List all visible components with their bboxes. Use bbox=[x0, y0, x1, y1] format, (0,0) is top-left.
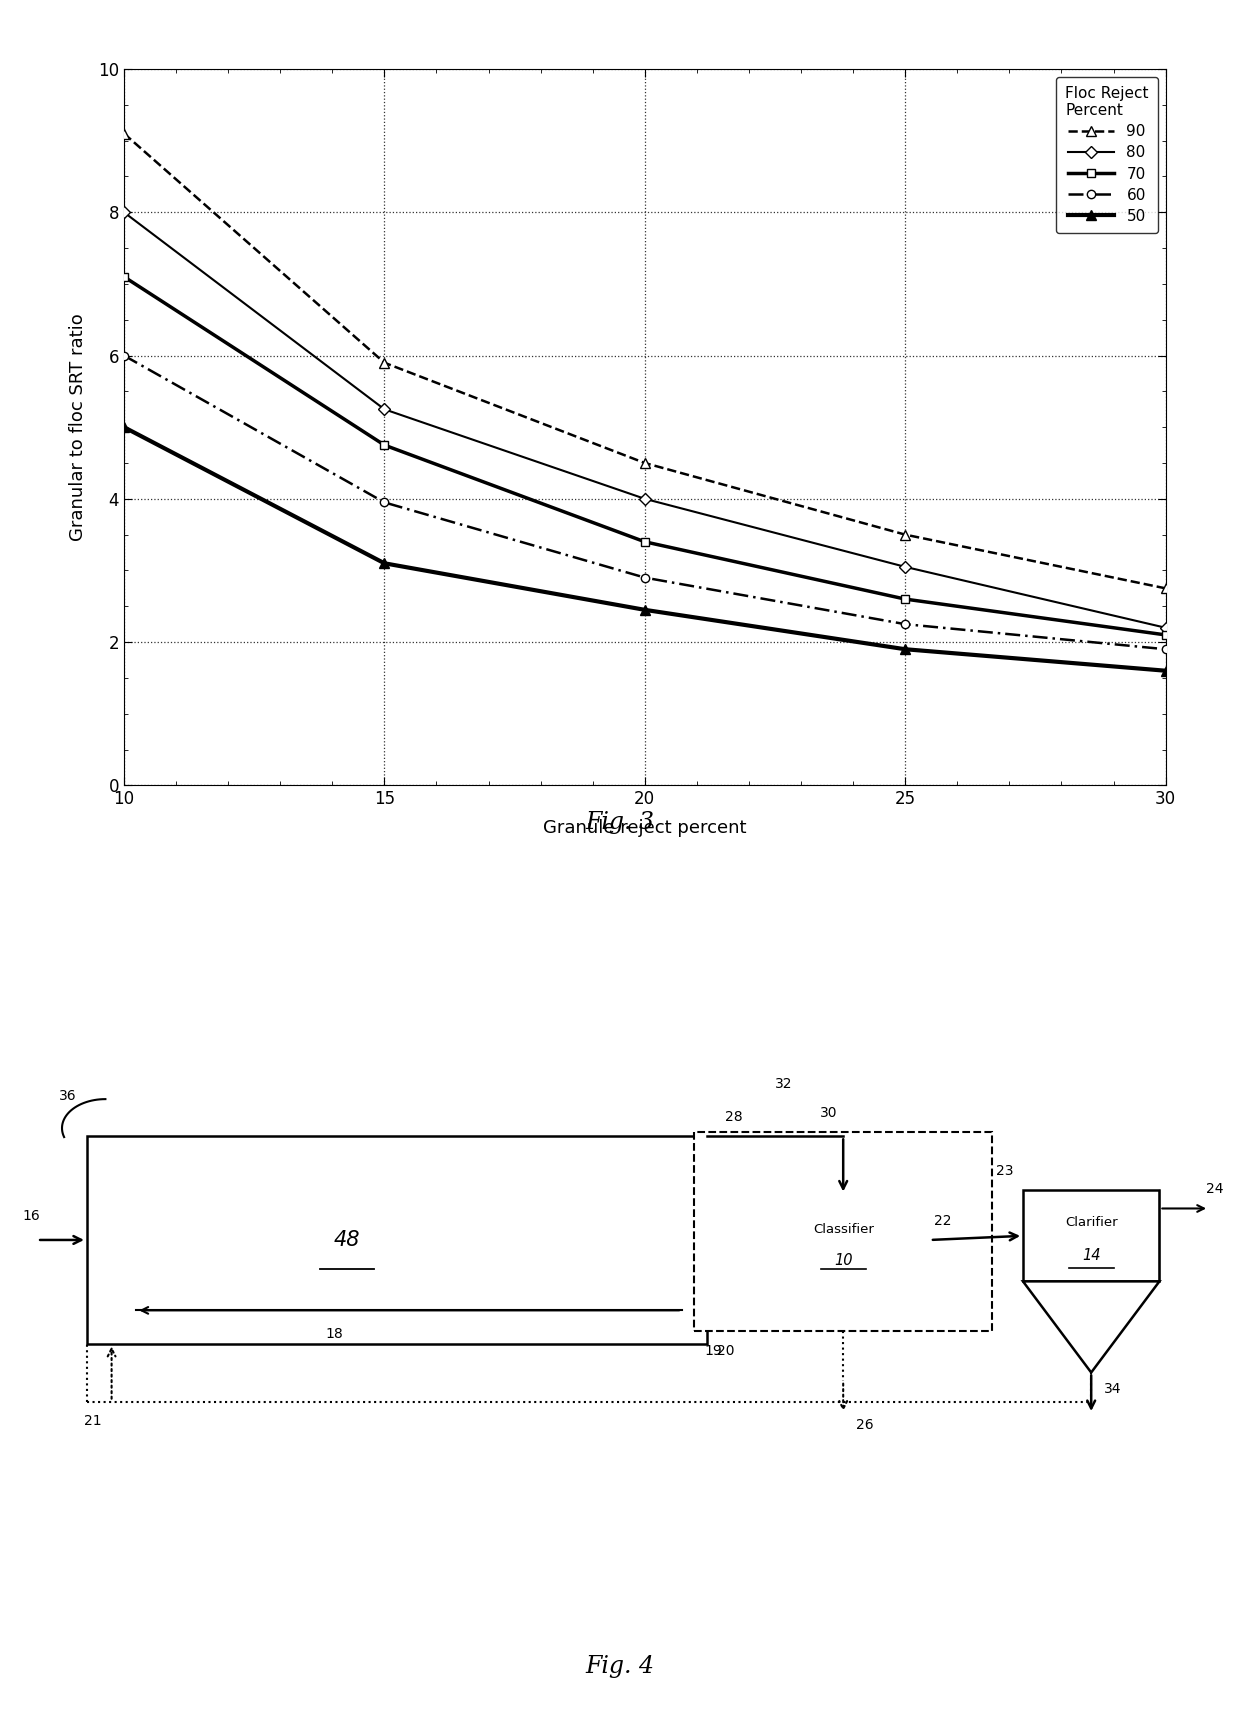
Text: Fig. 3: Fig. 3 bbox=[585, 811, 655, 834]
80 bbox=[637, 488, 652, 509]
Text: 26: 26 bbox=[856, 1419, 873, 1433]
70 bbox=[1158, 625, 1173, 646]
Line: 80: 80 bbox=[120, 209, 1169, 632]
Text: 30: 30 bbox=[820, 1106, 837, 1120]
70 bbox=[637, 532, 652, 552]
Text: 36: 36 bbox=[60, 1089, 77, 1103]
Bar bbox=[694, 1132, 992, 1331]
70 bbox=[377, 435, 392, 456]
Bar bbox=[87, 1136, 707, 1343]
Text: 20: 20 bbox=[717, 1343, 734, 1358]
80 bbox=[898, 556, 913, 576]
80 bbox=[377, 399, 392, 419]
Bar bbox=[756, 1194, 930, 1286]
Text: 14: 14 bbox=[1083, 1248, 1100, 1263]
Bar bbox=[1023, 1191, 1159, 1281]
Text: 22: 22 bbox=[934, 1213, 951, 1227]
70 bbox=[898, 589, 913, 609]
Line: 90: 90 bbox=[119, 129, 1171, 594]
Line: 70: 70 bbox=[120, 273, 1169, 639]
90 bbox=[377, 352, 392, 373]
90 bbox=[117, 123, 131, 143]
60 bbox=[117, 345, 131, 366]
Text: 18: 18 bbox=[326, 1327, 343, 1341]
50 bbox=[637, 599, 652, 620]
Line: 60: 60 bbox=[120, 352, 1169, 654]
60 bbox=[637, 568, 652, 589]
Text: Fig. 4: Fig. 4 bbox=[585, 1655, 655, 1678]
Text: Clarifier: Clarifier bbox=[1065, 1215, 1117, 1229]
50 bbox=[117, 416, 131, 437]
Text: 19: 19 bbox=[704, 1343, 722, 1358]
X-axis label: Granule reject percent: Granule reject percent bbox=[543, 820, 746, 837]
Line: 50: 50 bbox=[119, 423, 1171, 675]
50 bbox=[1158, 661, 1173, 682]
Polygon shape bbox=[1023, 1281, 1159, 1372]
Y-axis label: Granular to floc SRT ratio: Granular to floc SRT ratio bbox=[69, 314, 87, 540]
90 bbox=[1158, 578, 1173, 599]
60 bbox=[377, 492, 392, 513]
60 bbox=[898, 614, 913, 635]
Text: 28: 28 bbox=[725, 1110, 743, 1124]
Text: 21: 21 bbox=[84, 1414, 102, 1427]
80 bbox=[1158, 618, 1173, 639]
70 bbox=[117, 266, 131, 287]
90 bbox=[637, 452, 652, 473]
Text: 48: 48 bbox=[334, 1231, 361, 1250]
90 bbox=[898, 525, 913, 545]
Legend: 90, 80, 70, 60, 50: 90, 80, 70, 60, 50 bbox=[1056, 76, 1158, 233]
Text: 32: 32 bbox=[775, 1077, 792, 1091]
Text: 16: 16 bbox=[22, 1210, 40, 1224]
80 bbox=[117, 202, 131, 223]
Text: Classifier: Classifier bbox=[812, 1222, 874, 1236]
50 bbox=[898, 639, 913, 659]
Text: 24: 24 bbox=[1207, 1182, 1224, 1196]
60 bbox=[1158, 639, 1173, 659]
50 bbox=[377, 552, 392, 573]
Text: 10: 10 bbox=[835, 1253, 852, 1267]
Text: 34: 34 bbox=[1104, 1383, 1121, 1396]
Text: 23: 23 bbox=[996, 1163, 1013, 1177]
